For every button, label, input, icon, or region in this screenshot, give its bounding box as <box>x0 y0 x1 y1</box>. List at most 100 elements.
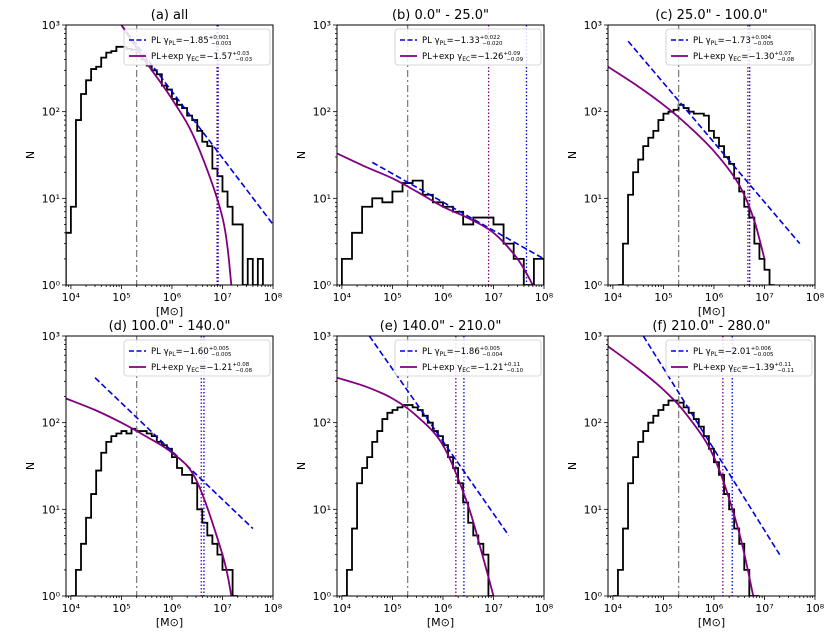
legend-pl-label: PL γPL=−1.85+0.001 −0.003 <box>151 35 232 47</box>
y-tick-label: 10³ <box>584 330 602 343</box>
panel-c: 10⁴ 10⁵ 10⁶ 10⁷ 10⁸ 10⁰ 10¹ 10² 10³ (c) 25.0" - 1… <box>566 8 825 318</box>
y-axis-label: N <box>566 151 579 159</box>
panel-title: (d) 100.0" - 140.0" <box>109 319 231 334</box>
y-tick-label: 10⁰ <box>42 590 61 603</box>
y-tick-label: 10¹ <box>42 192 60 205</box>
x-tick-label: 10⁷ <box>213 602 231 615</box>
x-tick-label: 10⁴ <box>604 291 623 304</box>
x-tick-label: 10⁶ <box>705 291 724 304</box>
x-tick-label: 10⁵ <box>383 602 401 615</box>
histogram-step <box>66 45 264 285</box>
y-tick-label: 10⁰ <box>313 279 332 292</box>
y-tick-label: 10² <box>584 106 602 119</box>
panel-f: 10⁴ 10⁵ 10⁶ 10⁷ 10⁸ 10⁰ 10¹ 10² 10³ (f) 210.0" - … <box>566 319 825 629</box>
legend-ec-label: PL+exp γEC=−1.57+0.03 −0.03 <box>151 51 253 63</box>
legend-ec-label: PL+exp γEC=−1.21+0.08 −0.08 <box>151 362 253 374</box>
y-tick-label: 10¹ <box>313 503 331 516</box>
legend-box <box>665 28 813 66</box>
y-tick-label: 10⁰ <box>584 590 603 603</box>
panel-title: (f) 210.0" - 280.0" <box>652 319 770 334</box>
panel-title: (a) all <box>151 8 188 23</box>
x-tick-label: 10⁶ <box>163 602 182 615</box>
ec-fit-curve <box>66 397 233 596</box>
pl-fit-line <box>642 336 781 556</box>
plot-area <box>608 25 801 285</box>
panel-title: (c) 25.0" - 100.0" <box>655 8 768 23</box>
x-tick-label: 10⁵ <box>654 291 672 304</box>
x-tick-label: 10⁵ <box>383 291 401 304</box>
x-tick-label: 10⁸ <box>264 291 283 304</box>
y-tick-label: 10¹ <box>42 503 60 516</box>
y-tick-label: 10² <box>42 106 60 119</box>
x-tick-label: 10⁷ <box>213 291 231 304</box>
legend-pl-label: PL γPL=−1.60+0.005 −0.005 <box>151 346 232 358</box>
ec-fit-curve <box>608 345 755 596</box>
y-tick-label: 10⁰ <box>42 279 61 292</box>
y-tick-label: 10³ <box>42 19 60 32</box>
x-tick-label: 10⁷ <box>755 291 773 304</box>
x-tick-label: 10⁶ <box>163 291 182 304</box>
y-axis-label: N <box>566 462 579 470</box>
ec-fit-curve <box>608 65 766 260</box>
x-tick-label: 10⁶ <box>434 291 453 304</box>
y-tick-label: 10¹ <box>584 503 602 516</box>
legend-box <box>665 339 813 377</box>
y-tick-label: 10³ <box>313 19 331 32</box>
x-tick-label: 10⁷ <box>755 602 773 615</box>
x-tick-label: 10⁴ <box>62 291 81 304</box>
legend-pl-label: PL γPL=−2.01+0.006 −0.005 <box>693 346 774 358</box>
x-tick-label: 10⁸ <box>806 291 825 304</box>
panel-title: (e) 140.0" - 210.0" <box>380 319 502 334</box>
legend-pl-label: PL γPL=−1.86+0.005 −0.004 <box>422 346 503 358</box>
histogram-step <box>341 404 494 596</box>
histogram-step <box>340 179 544 285</box>
y-axis-label: N <box>24 151 37 159</box>
plot-area <box>337 336 510 596</box>
y-tick-label: 10⁰ <box>313 590 332 603</box>
y-axis-label: N <box>24 462 37 470</box>
pl-fit-line <box>627 40 801 245</box>
x-tick-label: 10⁷ <box>484 291 502 304</box>
panel-title: (b) 0.0" - 25.0" <box>392 8 489 23</box>
x-tick-label: 10⁸ <box>806 602 825 615</box>
y-tick-label: 10² <box>313 106 331 119</box>
plot-area <box>66 336 254 596</box>
ec-fit-curve <box>337 376 495 596</box>
y-tick-label: 10³ <box>42 330 60 343</box>
legend-pl-label: PL γPL=−1.33+0.022 −0.020 <box>422 35 503 47</box>
legend-ec-label: PL+exp γEC=−1.26+0.09 −0.09 <box>422 51 524 63</box>
legend-ec-label: PL+exp γEC=−1.30+0.07 −0.08 <box>693 51 795 63</box>
y-tick-label: 10³ <box>584 19 602 32</box>
legend-box <box>394 28 542 66</box>
x-tick-label: 10⁴ <box>62 602 81 615</box>
y-tick-label: 10² <box>42 417 60 430</box>
x-tick-label: 10⁵ <box>112 602 130 615</box>
x-axis-label: [M⊙] <box>698 305 725 318</box>
histogram-step <box>612 399 760 596</box>
legend-box <box>123 339 271 377</box>
y-tick-label: 10² <box>584 417 602 430</box>
x-tick-label: 10⁴ <box>333 291 352 304</box>
y-tick-label: 10¹ <box>584 192 602 205</box>
pl-fit-line <box>94 377 254 530</box>
legend-box <box>123 28 271 66</box>
plot-area <box>608 336 781 596</box>
x-axis-label: [M⊙] <box>156 305 183 318</box>
y-tick-label: 10⁰ <box>584 279 603 292</box>
pl-fit-line <box>371 161 544 260</box>
x-tick-label: 10⁷ <box>484 602 502 615</box>
x-tick-label: 10⁴ <box>604 602 623 615</box>
x-tick-label: 10⁴ <box>333 602 352 615</box>
y-tick-label: 10² <box>313 417 331 430</box>
panel-d: 10⁴ 10⁵ 10⁶ 10⁷ 10⁸ 10⁰ 10¹ 10² 10³ (d) 100.0" - … <box>24 319 283 629</box>
legend-ec-label: PL+exp γEC=−1.21+0.11 −0.10 <box>422 362 524 374</box>
y-axis-label: N <box>295 462 308 470</box>
y-tick-label: 10¹ <box>313 192 331 205</box>
x-tick-label: 10⁶ <box>434 602 453 615</box>
plot-area <box>337 25 544 285</box>
legend-box <box>394 339 542 377</box>
x-tick-label: 10⁸ <box>535 602 554 615</box>
x-axis-label: [M⊙] <box>698 616 725 629</box>
x-tick-label: 10⁸ <box>264 602 283 615</box>
